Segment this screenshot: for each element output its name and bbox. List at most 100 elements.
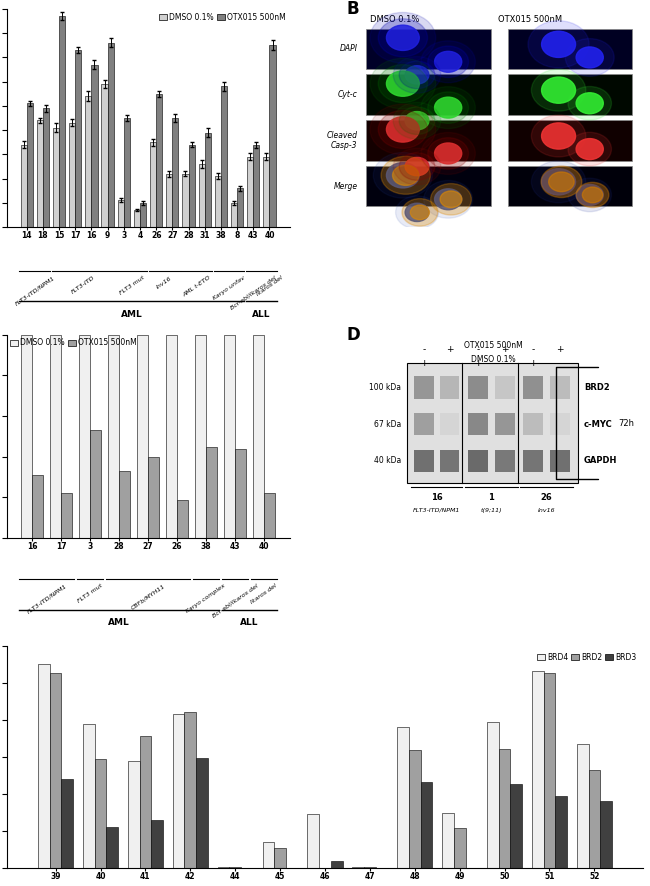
Circle shape bbox=[435, 51, 462, 73]
Bar bbox=[523, 377, 543, 399]
Bar bbox=[550, 413, 570, 435]
Legend: BRD4, BRD2, BRD3: BRD4, BRD2, BRD3 bbox=[534, 649, 640, 664]
Text: BRD2: BRD2 bbox=[584, 383, 610, 392]
Circle shape bbox=[541, 166, 582, 198]
Text: +: + bbox=[501, 345, 508, 354]
Bar bbox=[218, 867, 229, 868]
Bar bbox=[414, 377, 434, 399]
Circle shape bbox=[582, 187, 603, 203]
Text: Cyt-c: Cyt-c bbox=[338, 90, 358, 99]
Text: D: D bbox=[346, 326, 360, 345]
Bar bbox=[235, 448, 246, 538]
Bar bbox=[221, 87, 227, 227]
Bar bbox=[32, 475, 44, 538]
Bar bbox=[119, 471, 130, 538]
Circle shape bbox=[424, 181, 473, 218]
Circle shape bbox=[370, 12, 436, 63]
Bar bbox=[59, 16, 65, 227]
Text: AML: AML bbox=[121, 310, 143, 319]
Circle shape bbox=[440, 190, 462, 207]
Circle shape bbox=[399, 152, 435, 180]
Text: +: + bbox=[446, 345, 453, 354]
Text: -: - bbox=[476, 345, 480, 354]
Text: Ikaros del: Ikaros del bbox=[250, 583, 278, 605]
Text: FLT3 mut: FLT3 mut bbox=[118, 276, 146, 296]
Text: OTX015 500nM: OTX015 500nM bbox=[464, 340, 523, 350]
Circle shape bbox=[568, 132, 612, 166]
Circle shape bbox=[435, 143, 462, 164]
Circle shape bbox=[568, 178, 612, 212]
Bar bbox=[577, 744, 588, 868]
Text: Bcr-abl/Ikaros del: Bcr-abl/Ikaros del bbox=[211, 583, 259, 618]
Bar bbox=[366, 120, 491, 160]
Text: FLT3 mut: FLT3 mut bbox=[77, 583, 103, 604]
Bar bbox=[263, 843, 274, 868]
Text: CBFb/MYH11: CBFb/MYH11 bbox=[130, 583, 166, 610]
Text: Inv16: Inv16 bbox=[155, 276, 173, 290]
Text: FLT3-ITD/NPM1: FLT3-ITD/NPM1 bbox=[26, 583, 68, 614]
Bar bbox=[156, 94, 162, 227]
Bar bbox=[352, 867, 364, 868]
Bar bbox=[27, 104, 32, 227]
Circle shape bbox=[399, 107, 435, 135]
Bar bbox=[407, 363, 578, 483]
Bar bbox=[85, 97, 92, 227]
Text: Merge: Merge bbox=[333, 182, 358, 190]
Bar bbox=[247, 157, 254, 227]
Bar bbox=[36, 120, 43, 227]
Bar bbox=[439, 413, 460, 435]
Circle shape bbox=[393, 165, 419, 185]
Circle shape bbox=[393, 57, 441, 93]
Text: 1: 1 bbox=[488, 494, 494, 502]
Bar bbox=[198, 164, 205, 227]
Circle shape bbox=[405, 158, 429, 175]
Circle shape bbox=[421, 41, 475, 82]
Circle shape bbox=[576, 47, 603, 68]
Text: +: + bbox=[529, 359, 537, 368]
Text: Bcr-abl/Ikaros del: Bcr-abl/Ikaros del bbox=[229, 276, 277, 311]
Bar bbox=[166, 335, 177, 538]
Bar bbox=[468, 449, 488, 472]
Text: -: - bbox=[448, 359, 451, 368]
Circle shape bbox=[378, 111, 428, 149]
Circle shape bbox=[428, 46, 469, 77]
Circle shape bbox=[421, 87, 475, 128]
Circle shape bbox=[387, 117, 419, 142]
Circle shape bbox=[541, 123, 575, 149]
Bar bbox=[366, 74, 491, 114]
Bar bbox=[508, 74, 632, 114]
Bar bbox=[21, 144, 27, 227]
Bar bbox=[487, 722, 499, 868]
Circle shape bbox=[373, 152, 432, 198]
Bar bbox=[439, 449, 460, 472]
Bar bbox=[124, 118, 130, 227]
Bar bbox=[38, 664, 50, 868]
Bar bbox=[79, 335, 90, 538]
Circle shape bbox=[387, 71, 419, 97]
Bar bbox=[495, 449, 515, 472]
Bar bbox=[177, 500, 188, 538]
Circle shape bbox=[566, 39, 614, 76]
Circle shape bbox=[576, 93, 603, 113]
Text: FLT3-ITD/NPM1: FLT3-ITD/NPM1 bbox=[14, 276, 56, 307]
Bar bbox=[523, 413, 543, 435]
Circle shape bbox=[549, 172, 574, 191]
Circle shape bbox=[387, 25, 419, 51]
Text: Ikaros del: Ikaros del bbox=[255, 276, 283, 297]
Circle shape bbox=[396, 196, 438, 229]
Bar bbox=[421, 782, 432, 868]
Bar bbox=[499, 749, 510, 868]
Text: +: + bbox=[474, 359, 482, 368]
Bar bbox=[137, 335, 148, 538]
Circle shape bbox=[370, 58, 436, 109]
Bar bbox=[468, 413, 488, 435]
Bar bbox=[21, 335, 32, 538]
Text: 40 kDa: 40 kDa bbox=[374, 456, 402, 465]
Bar bbox=[69, 123, 75, 227]
Bar bbox=[508, 120, 632, 160]
Circle shape bbox=[532, 115, 586, 157]
Circle shape bbox=[405, 66, 429, 84]
Bar bbox=[439, 377, 460, 399]
Circle shape bbox=[541, 77, 575, 104]
Bar bbox=[92, 65, 98, 227]
